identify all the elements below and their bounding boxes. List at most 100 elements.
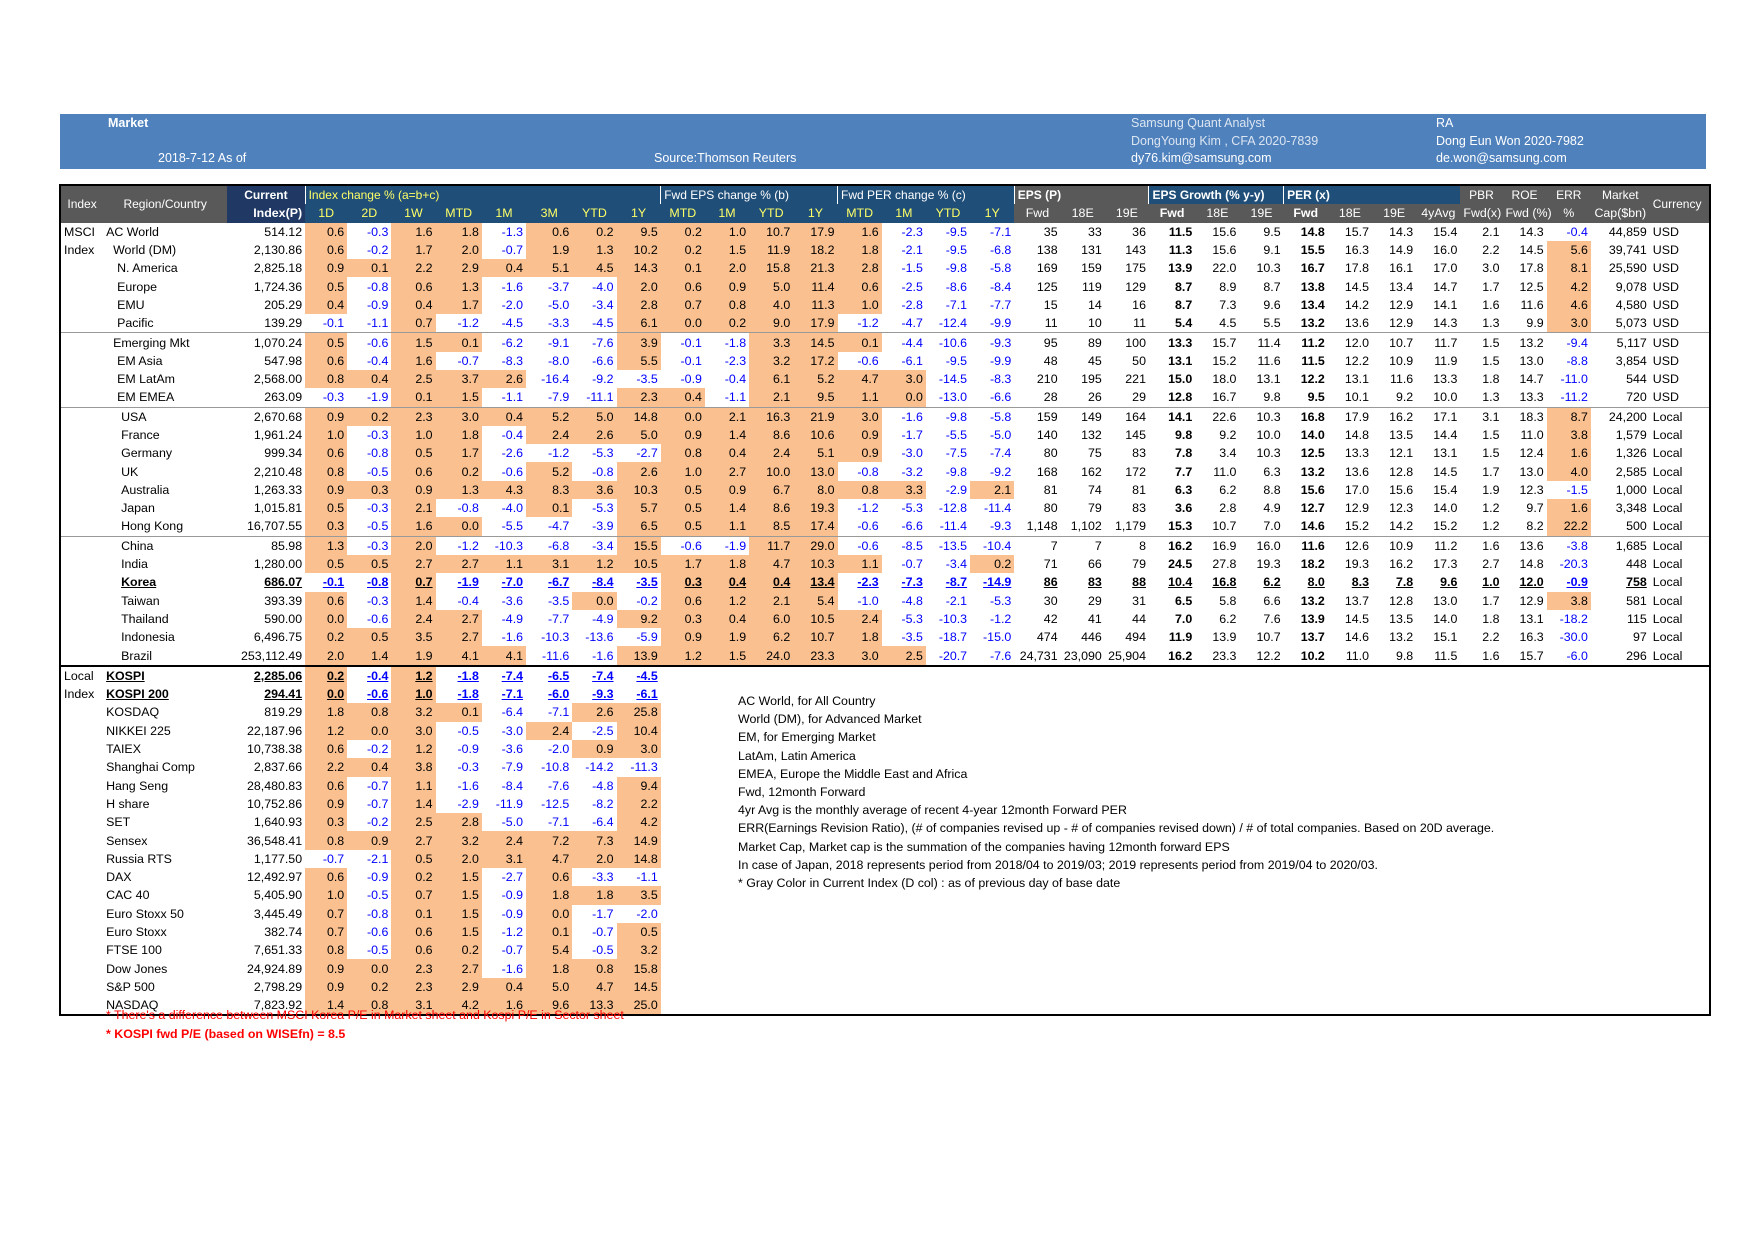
- per-change-cell: -9.9: [989, 316, 1012, 331]
- notes-block: AC World, for All Country World (DM), for…: [738, 692, 1494, 892]
- market-table-container: Index Region/Country Current Index chang…: [59, 184, 1711, 1017]
- current-index: 1,177.50: [253, 851, 303, 866]
- pbr-cell: 1.9: [1482, 482, 1500, 497]
- index-change-cell: -1.8: [457, 687, 479, 702]
- market-cap-cell: 3,348: [1615, 501, 1647, 516]
- index-change-cell: 10.2: [616, 240, 661, 260]
- per-cell: 14.0: [1300, 428, 1325, 442]
- index-change-cell: 1.4: [391, 591, 436, 610]
- eps-cell: 29: [1132, 390, 1146, 405]
- index-name: Shanghai Comp: [106, 760, 195, 775]
- region-name: Indonesia: [121, 630, 175, 645]
- index-change-cell: 4.5: [572, 259, 617, 278]
- index-change-cell: 2.4: [526, 425, 573, 445]
- eps-cell: 140: [1036, 428, 1058, 442]
- index-change-cell: -0.5: [457, 723, 479, 738]
- index-change-cell: 0.9: [305, 959, 348, 978]
- market-cap-cell: 448: [1626, 557, 1647, 572]
- currency-cell: Local: [1652, 428, 1683, 442]
- index-change-cell: -1.2: [435, 535, 482, 555]
- eps-change-cell: 0.9: [660, 628, 705, 647]
- index-change-cell: -0.2: [367, 742, 389, 757]
- index-change-cell: 0.2: [391, 867, 436, 887]
- index-change-cell: -8.3: [501, 353, 524, 368]
- header-sub-cell: Fwd: [1148, 204, 1196, 223]
- index-change-cell: 0.5: [616, 922, 661, 942]
- currency-cell: Local: [1652, 519, 1683, 534]
- eps-cell: 132: [1081, 428, 1102, 442]
- per-change-cell: -2.3: [901, 224, 923, 239]
- current-index: 1,640.93: [253, 815, 303, 830]
- eps-change-cell: 11.4: [793, 277, 838, 296]
- index-change-cell: 3.5: [616, 886, 661, 905]
- per-cell: 12.3: [1389, 501, 1414, 516]
- index-change-cell: -4.8: [592, 778, 614, 793]
- per-change-cell: -9.5: [945, 224, 968, 239]
- index-change-cell: 9.2: [616, 609, 661, 629]
- eps-growth-cell: 5.8: [1219, 593, 1237, 608]
- index-change-cell: 1.2: [391, 739, 436, 759]
- eps-change-cell: 10.7: [749, 222, 794, 241]
- per-change-cell: -5.3: [989, 593, 1012, 608]
- index-change-cell: -0.3: [367, 428, 389, 442]
- market-cap-cell: 97: [1632, 630, 1647, 645]
- region-name: India: [121, 557, 148, 572]
- per-change-cell: -20.7: [938, 648, 968, 663]
- per-cell: 12.7: [1300, 501, 1325, 516]
- per-change-cell: -1.0: [857, 593, 879, 608]
- eps-cell: 159: [1014, 406, 1061, 426]
- eps-change-cell: 0.9: [704, 480, 750, 500]
- index-change-cell: -1.7: [592, 906, 614, 921]
- index-change-cell: 0.4: [481, 406, 527, 426]
- index-change-cell: 0.5: [305, 277, 348, 296]
- group-label: [61, 996, 103, 1014]
- table-row: USA 2,670.68 0.9 0.2 2.3 3.0 0.4 5.2 5.0 14.8 0.0 2…: [61, 406, 1709, 426]
- index-change-cell: -11.1: [586, 390, 614, 405]
- header-index: Index: [61, 186, 104, 223]
- per-cell: 11.9: [1434, 353, 1458, 368]
- current-index: 590.00: [264, 611, 303, 626]
- region-name: Europe: [117, 279, 158, 294]
- eps-growth-cell: 10.3: [1239, 406, 1284, 426]
- index-change-cell: 0.7: [391, 886, 436, 905]
- eps-change-cell: 0.1: [660, 259, 705, 278]
- index-change-cell: 0.3: [305, 517, 348, 537]
- index-change-cell: 2.7: [435, 554, 482, 574]
- index-change-cell: 0.6: [305, 739, 348, 759]
- index-change-cell: 0.0: [305, 609, 348, 629]
- table-row: Euro Stoxx 50 3,445.49 0.7 -0.8 0.1 1.5 -0.9 0.…: [61, 904, 1709, 923]
- per-change-cell: 1.0: [837, 295, 882, 315]
- table-row: FTSE 100 7,651.33 0.8 -0.5 0.6 0.2 -0.7 5.4 -0.5…: [61, 941, 1709, 960]
- index-change-cell: 0.7: [391, 573, 436, 592]
- per-change-cell: -8.7: [945, 575, 968, 590]
- index-change-cell: -1.9: [367, 390, 389, 405]
- index-change-cell: -5.0: [547, 297, 570, 312]
- header-sub-cell: 19E: [1104, 204, 1149, 223]
- table-row: SET 1,640.93 0.3 -0.2 2.5 2.8 -5.0 -7.1 -6.4 4.2: [61, 813, 1709, 832]
- market-cap-cell: 25,590: [1608, 261, 1647, 276]
- index-change-cell: 5.2: [526, 462, 573, 481]
- market-cap-cell: 1,579: [1615, 428, 1647, 442]
- currency-cell: Local: [1652, 464, 1683, 479]
- analyst-title: Samsung Quant Analyst: [1131, 116, 1266, 130]
- index-change-cell: -0.7: [322, 851, 345, 866]
- per-cell: 14.7: [1433, 279, 1458, 294]
- index-change-cell: -1.6: [501, 630, 524, 645]
- eps-cell: 16: [1132, 297, 1146, 312]
- eps-cell: 25,904: [1108, 648, 1146, 663]
- header-eps-change: Fwd EPS change % (b): [660, 186, 838, 205]
- per-change-cell: -13.0: [938, 390, 968, 405]
- group-label: [61, 923, 103, 941]
- index-change-cell: 2.4: [481, 831, 527, 850]
- region-name: Hong Kong: [121, 519, 184, 534]
- per-cell: 11.5: [1301, 353, 1325, 368]
- per-change-cell: 1.8: [837, 628, 882, 647]
- eps-growth-cell: 15.6: [1212, 224, 1237, 239]
- index-change-cell: -6.1: [636, 687, 658, 702]
- index-change-cell: 3.0: [391, 721, 436, 740]
- eps-change-cell: 3.3: [749, 332, 794, 352]
- index-change-cell: -3.5: [636, 575, 658, 590]
- roe-cell: 12.3: [1519, 482, 1544, 497]
- currency-cell: USD: [1652, 243, 1679, 258]
- eps-growth-cell: 4.9: [1263, 501, 1281, 516]
